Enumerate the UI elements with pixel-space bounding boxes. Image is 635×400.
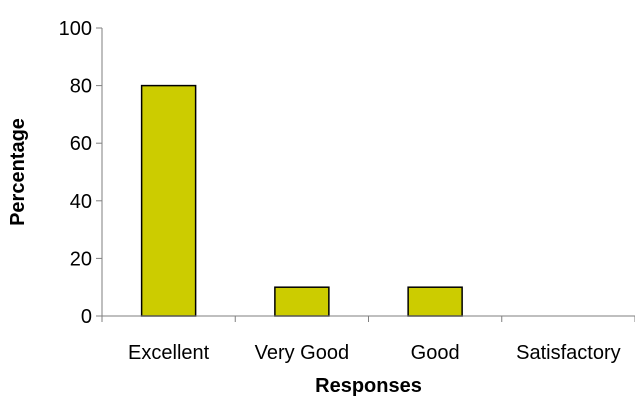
y-tick-label: 80	[70, 76, 92, 98]
x-tick-label: Excellent	[128, 342, 210, 364]
bar-good	[407, 286, 463, 317]
y-tick-label: 0	[81, 306, 92, 328]
bar-very-good	[274, 286, 330, 317]
y-tick-label: 100	[59, 18, 92, 40]
y-axis-title: Percentage	[7, 118, 29, 226]
x-axis-title: Responses	[315, 375, 422, 397]
x-tick-label: Satisfactory	[516, 342, 620, 364]
bar-excellent	[140, 84, 197, 317]
x-tick-label: Good	[411, 342, 460, 364]
y-tick-label: 60	[70, 133, 92, 155]
y-tick-label: 40	[70, 191, 92, 213]
bars-group	[140, 84, 463, 317]
x-tick-label: Very Good	[255, 342, 350, 364]
y-ticks-group: 0 20 40 60 80 100	[59, 18, 102, 328]
x-ticks-group: Excellent Very Good Good Satisfactory	[101, 316, 635, 364]
y-tick-label: 20	[70, 248, 92, 270]
